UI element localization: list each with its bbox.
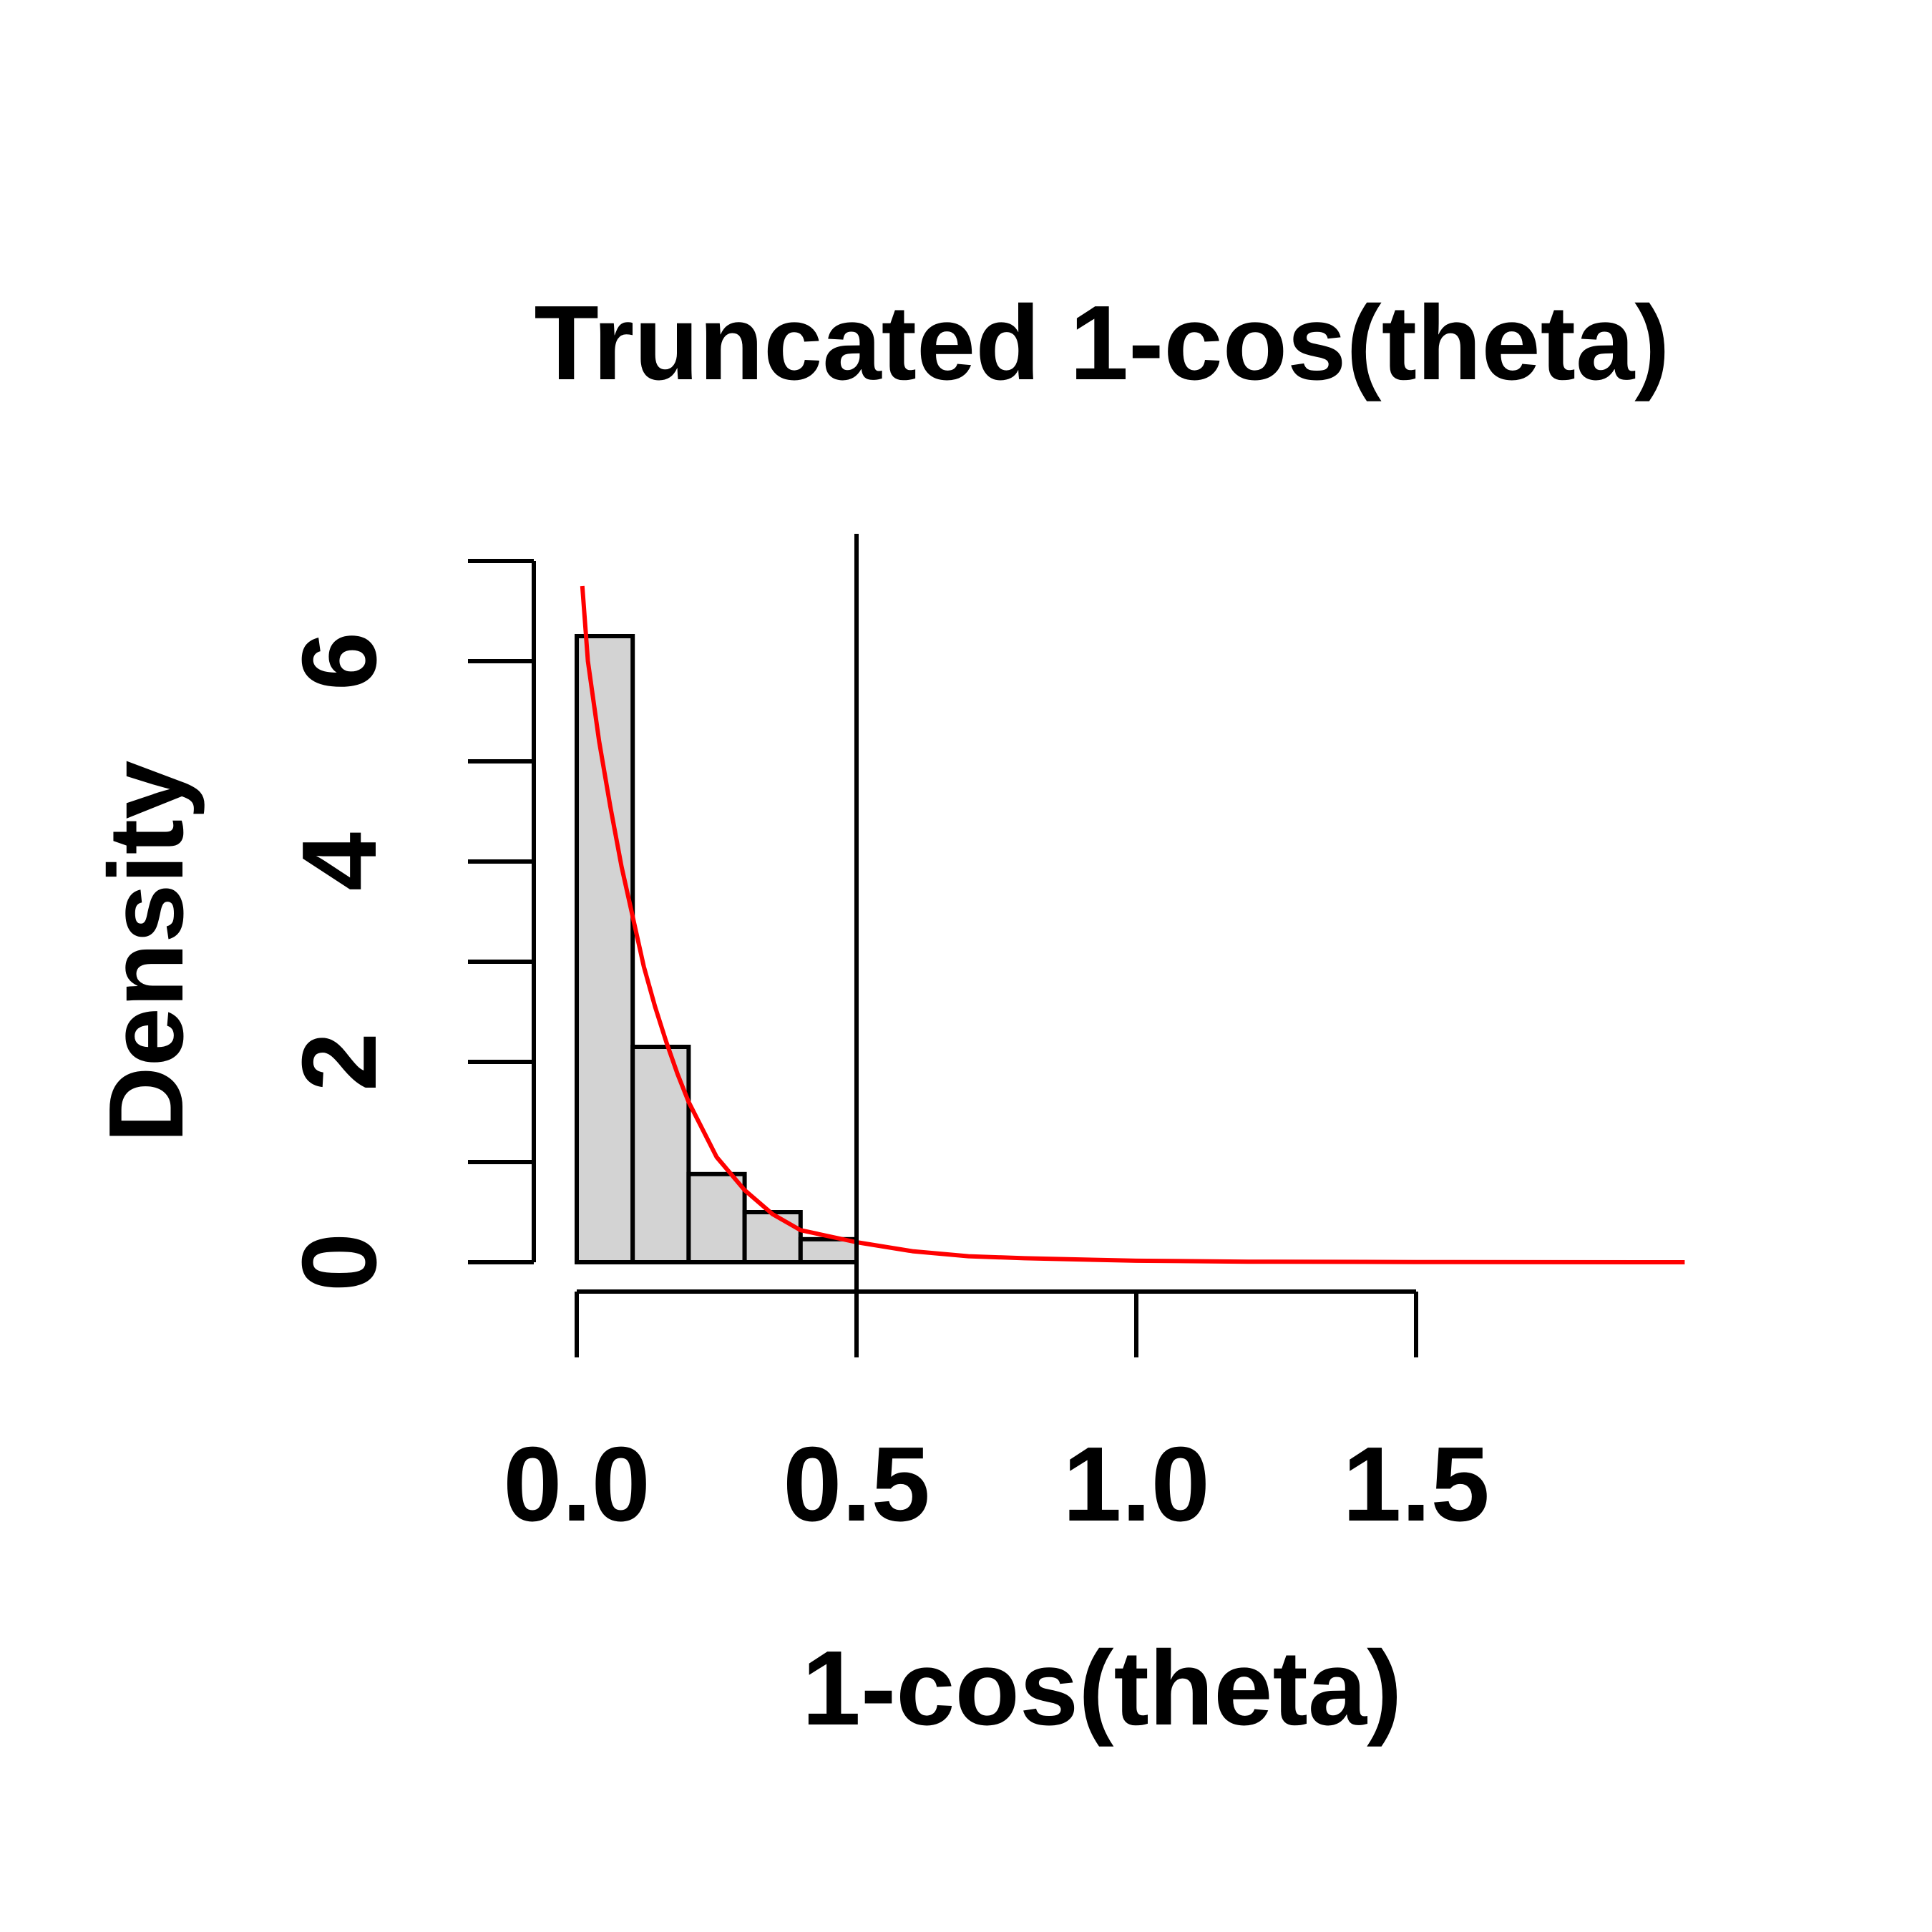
y-tick-label: 0 — [280, 1233, 399, 1292]
chart-title: Truncated 1-cos(theta) — [534, 284, 1669, 402]
histogram-bar — [686, 1171, 747, 1265]
histogram-bar — [798, 1236, 859, 1265]
x-axis-label: 1-cos(theta) — [802, 1629, 1402, 1747]
density-curve — [580, 585, 1685, 1264]
x-tick-label: 1.5 — [1342, 1425, 1490, 1543]
y-tick-label: 6 — [280, 632, 399, 691]
y-axis-label: Density — [87, 761, 205, 1143]
axes: 0 2 4 6 0.0 0.5 1.0 1.5 — [280, 559, 1490, 1543]
x-tick-label: 0.0 — [503, 1425, 650, 1543]
histogram-bar — [742, 1210, 803, 1264]
histogram-bars — [575, 634, 859, 1265]
density-curve-layer — [580, 534, 1685, 1356]
x-tick-label: 1.0 — [1063, 1425, 1210, 1543]
y-tick-label: 2 — [280, 1033, 399, 1091]
y-tick-label: 4 — [280, 832, 399, 891]
x-tick-label: 0.5 — [783, 1425, 930, 1543]
histogram-bar — [575, 634, 635, 1264]
